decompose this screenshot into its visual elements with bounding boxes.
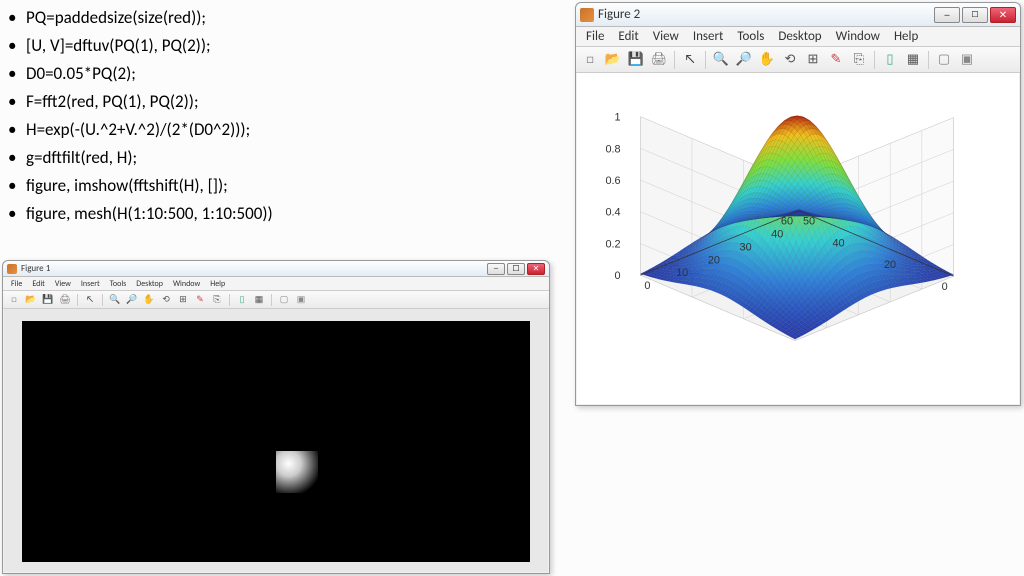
figure2-window: Figure 2 FileEditViewInsertToolsDesktopW… xyxy=(575,2,1021,406)
figure2-menubar: FileEditViewInsertToolsDesktopWindowHelp xyxy=(576,27,1020,47)
close-button[interactable] xyxy=(990,7,1016,23)
code-line: •H=exp(-(U.^2+V.^2)/(2*(D0^2))); xyxy=(8,116,548,144)
figure1-title: Figure 1 xyxy=(21,263,487,274)
svg-text:0.6: 0.6 xyxy=(605,175,620,187)
figure2-toolbar: □📂💾🖨 ↖ 🔍🔎✋⟲⊞✎⎘ ▯▦ ▢▣ xyxy=(576,47,1020,73)
svg-text:60: 60 xyxy=(781,216,793,228)
datacursor-icon[interactable]: ⊞ xyxy=(176,293,190,307)
hideplot-icon[interactable]: ▢ xyxy=(934,50,954,70)
zoomin-icon[interactable]: 🔍 xyxy=(108,293,122,307)
svg-text:40: 40 xyxy=(832,237,844,249)
print-icon[interactable]: 🖨 xyxy=(649,50,669,70)
matlab-icon xyxy=(7,264,17,274)
code-line: •g=dftfilt(red, H); xyxy=(8,144,548,172)
menu-edit[interactable]: Edit xyxy=(28,279,49,289)
fftshift-image xyxy=(22,321,530,562)
svg-text:50: 50 xyxy=(803,216,815,228)
menu-file[interactable]: File xyxy=(7,279,26,289)
menu-insert[interactable]: Insert xyxy=(77,279,104,289)
code-line: •figure, imshow(fftshift(H), []); xyxy=(8,172,548,200)
menu-tools[interactable]: Tools xyxy=(731,29,770,44)
link-icon[interactable]: ⎘ xyxy=(210,293,224,307)
minimize-button[interactable] xyxy=(934,7,960,23)
menu-insert[interactable]: Insert xyxy=(687,29,730,44)
code-line: •D0=0.05*PQ(2); xyxy=(8,60,548,88)
svg-text:0.4: 0.4 xyxy=(605,207,620,219)
pointer-icon[interactable]: ↖ xyxy=(83,293,97,307)
figure1-window: Figure 1 FileEditViewInsertToolsDesktopW… xyxy=(2,260,550,574)
figure1-toolbar: □📂💾🖨 ↖ 🔍🔎✋⟲⊞✎⎘ ▯▦ ▢▣ xyxy=(3,291,549,309)
menu-tools[interactable]: Tools xyxy=(106,279,131,289)
maximize-button[interactable] xyxy=(507,263,525,275)
pointer-icon[interactable]: ↖ xyxy=(680,50,700,70)
code-line: •figure, mesh(H(1:10:500, 1:10:500)) xyxy=(8,200,548,228)
pan-icon[interactable]: ✋ xyxy=(757,50,777,70)
open-icon[interactable]: 📂 xyxy=(603,50,623,70)
open-icon[interactable]: 📂 xyxy=(24,293,38,307)
showplot-icon[interactable]: ▣ xyxy=(294,293,308,307)
menu-desktop[interactable]: Desktop xyxy=(772,29,827,44)
svg-text:20: 20 xyxy=(884,259,896,271)
figure2-title: Figure 2 xyxy=(598,7,934,22)
svg-text:30: 30 xyxy=(740,241,752,253)
maximize-button[interactable] xyxy=(962,7,988,23)
figure2-canvas: 00.20.40.60.81010203040500204060 xyxy=(577,73,1019,404)
svg-text:0.2: 0.2 xyxy=(605,238,620,250)
menu-view[interactable]: View xyxy=(647,29,685,44)
svg-text:0: 0 xyxy=(615,270,621,282)
zoomout-icon[interactable]: 🔎 xyxy=(125,293,139,307)
figure1-menubar: FileEditViewInsertToolsDesktopWindowHelp xyxy=(3,277,549,291)
svg-text:0.8: 0.8 xyxy=(605,143,620,155)
rotate-icon[interactable]: ⟲ xyxy=(780,50,800,70)
figure1-canvas xyxy=(4,309,548,572)
legend-icon[interactable]: ▦ xyxy=(252,293,266,307)
figure1-titlebar[interactable]: Figure 1 xyxy=(3,261,549,277)
menu-desktop[interactable]: Desktop xyxy=(132,279,167,289)
showplot-icon[interactable]: ▣ xyxy=(957,50,977,70)
save-icon[interactable]: 💾 xyxy=(41,293,55,307)
pan-icon[interactable]: ✋ xyxy=(142,293,156,307)
rotate-icon[interactable]: ⟲ xyxy=(159,293,173,307)
colorbar-icon[interactable]: ▯ xyxy=(880,50,900,70)
figure2-titlebar[interactable]: Figure 2 xyxy=(576,3,1020,27)
matlab-icon xyxy=(580,8,594,22)
menu-window[interactable]: Window xyxy=(830,29,886,44)
menu-help[interactable]: Help xyxy=(206,279,229,289)
code-line: •PQ=paddedsize(size(red)); xyxy=(8,4,548,32)
menu-edit[interactable]: Edit xyxy=(612,29,644,44)
link-icon[interactable]: ⎘ xyxy=(849,50,869,70)
menu-file[interactable]: File xyxy=(580,29,610,44)
save-icon[interactable]: 💾 xyxy=(626,50,646,70)
menu-help[interactable]: Help xyxy=(888,29,924,44)
svg-text:1: 1 xyxy=(615,112,621,124)
minimize-button[interactable] xyxy=(487,263,505,275)
brush-icon[interactable]: ✎ xyxy=(193,293,207,307)
menu-view[interactable]: View xyxy=(51,279,75,289)
svg-text:40: 40 xyxy=(771,229,783,241)
legend-icon[interactable]: ▦ xyxy=(903,50,923,70)
code-line: •F=fft2(red, PQ(1), PQ(2)); xyxy=(8,88,548,116)
code-line: •[U, V]=dftuv(PQ(1), PQ(2)); xyxy=(8,32,548,60)
datacursor-icon[interactable]: ⊞ xyxy=(803,50,823,70)
code-listing: •PQ=paddedsize(size(red));•[U, V]=dftuv(… xyxy=(8,4,548,228)
zoomin-icon[interactable]: 🔍 xyxy=(711,50,731,70)
new-icon[interactable]: □ xyxy=(7,293,21,307)
svg-text:0: 0 xyxy=(644,280,650,292)
new-icon[interactable]: □ xyxy=(580,50,600,70)
hideplot-icon[interactable]: ▢ xyxy=(277,293,291,307)
svg-text:0: 0 xyxy=(942,281,948,293)
colorbar-icon[interactable]: ▯ xyxy=(235,293,249,307)
zoomout-icon[interactable]: 🔎 xyxy=(734,50,754,70)
svg-text:20: 20 xyxy=(708,254,720,266)
close-button[interactable] xyxy=(527,263,545,275)
menu-window[interactable]: Window xyxy=(169,279,204,289)
bright-center xyxy=(276,451,318,493)
mesh-plot: 00.20.40.60.81010203040500204060 xyxy=(577,73,1019,404)
brush-icon[interactable]: ✎ xyxy=(826,50,846,70)
print-icon[interactable]: 🖨 xyxy=(58,293,72,307)
svg-text:10: 10 xyxy=(676,267,688,279)
